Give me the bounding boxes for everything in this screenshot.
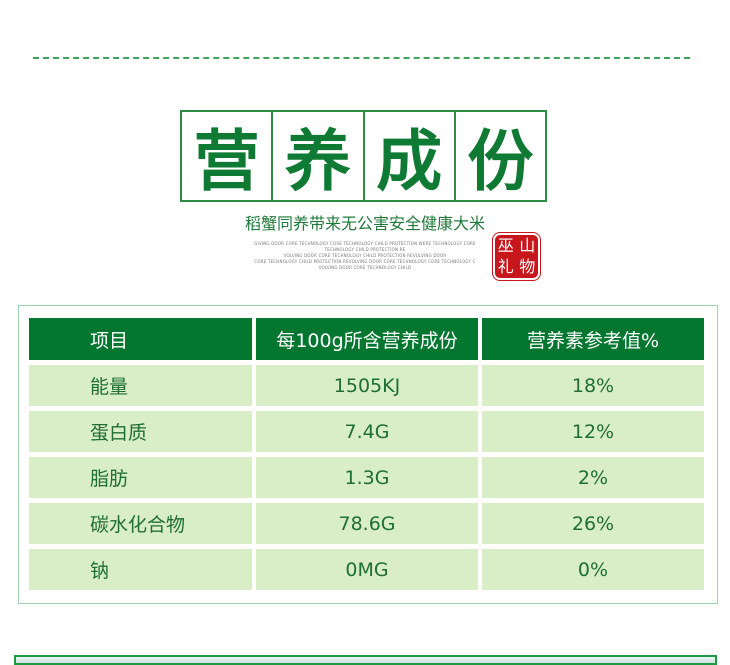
cell-item: 碳水化合物 (29, 503, 252, 544)
table-header: 项目 每100g所含营养成份 营养素参考值% (29, 318, 704, 360)
next-section-edge (14, 655, 717, 665)
seal-char: 礼 (497, 257, 514, 277)
title-char: 份 (467, 122, 534, 200)
cell-nrv: 0% (482, 549, 704, 590)
header-cell: 项目 (29, 318, 252, 360)
seal-char: 巫 (497, 235, 514, 255)
fine-line: CORE TECHNOLOGY CHILD PROTECTION REVOLVI… (254, 259, 476, 264)
seal-char: 物 (519, 257, 536, 277)
title-char: 成 (365, 112, 456, 200)
cell-amount: 0MG (256, 549, 478, 590)
cell-item: 脂肪 (29, 457, 252, 498)
cell-nrv: 18% (482, 365, 704, 406)
cell-nrv: 26% (482, 503, 704, 544)
header-cell: 每100g所含营养成份 (256, 318, 478, 360)
table-row: 蛋白质 7.4G 12% (29, 411, 704, 452)
table-row: 脂肪 1.3G 2% (29, 457, 704, 498)
cell-nrv: 2% (482, 457, 704, 498)
fine-line: VOLVING DOOR CORE TECHNOLOGY CHILD PROTE… (283, 253, 447, 258)
cell-item: 蛋白质 (29, 411, 252, 452)
title-char: 营 (182, 112, 274, 200)
section-title: 营 养 成 份 (180, 110, 547, 202)
cell-nrv: 12% (482, 411, 704, 452)
cell-amount: 78.6G (256, 503, 478, 544)
table-row: 钠 0MG 0% (29, 549, 704, 590)
header-cell: 营养素参考值% (482, 318, 704, 360)
cell-item: 钠 (29, 549, 252, 590)
dashed-divider (33, 57, 690, 59)
table-row: 碳水化合物 78.6G 26% (29, 503, 704, 544)
seal-char: 山 (519, 235, 536, 255)
title-char: 养 (273, 112, 365, 200)
fine-line: VOLVING DOOR CORE TECHNOLOGY CHILD (318, 265, 412, 270)
seal-logo: 山 巫 物 礼 (492, 232, 541, 281)
nutrition-table: 项目 每100g所含营养成份 营养素参考值% 能量 1505KJ 18% 蛋白质… (29, 318, 704, 595)
subtitle: 稻蟹同养带来无公害安全健康大米 (244, 214, 485, 233)
fine-print: GIVING DOOR CORE TECHNOLOGY CORE TECHNOL… (240, 241, 490, 271)
cell-amount: 1505KJ (256, 365, 478, 406)
cell-item: 能量 (29, 365, 252, 406)
cell-amount: 7.4G (256, 411, 478, 452)
table-frame (18, 305, 718, 604)
table-row: 能量 1505KJ 18% (29, 365, 704, 406)
cell-amount: 1.3G (256, 457, 478, 498)
fine-line: GIVING DOOR CORE TECHNOLOGY CORE TECHNOL… (254, 241, 476, 252)
